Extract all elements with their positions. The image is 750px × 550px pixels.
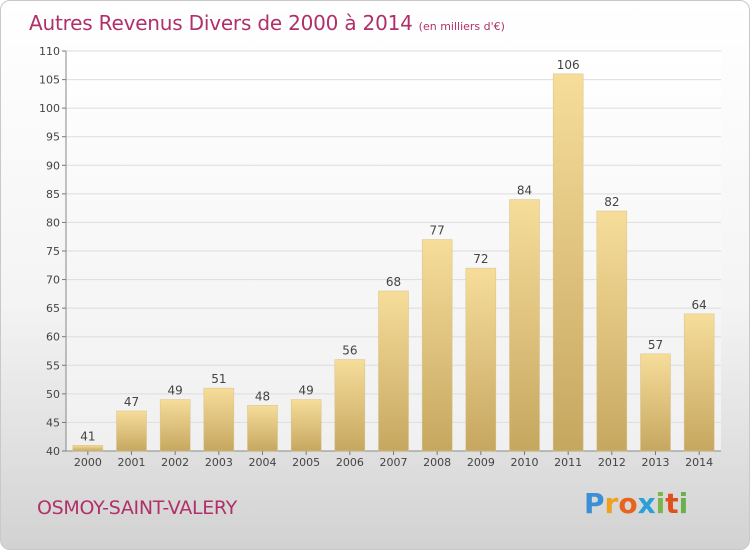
bars [72, 73, 715, 452]
y-tick-labels: 40 45 50 55 60 65 70 75 80 85 90 95 100 105 110 [39, 45, 60, 458]
y-tick-label: 75 [46, 245, 60, 258]
value-labels: 41 47 49 51 48 49 56 68 77 72 84 106 82 57 64 [80, 58, 707, 443]
bar [421, 239, 453, 452]
data-label: 77 [430, 224, 445, 238]
y-tick-label: 45 [46, 416, 60, 429]
x-tick-label: 2012 [598, 456, 626, 469]
bar [290, 399, 322, 452]
bar [72, 445, 104, 452]
chart-title: Autres Revenus Divers de 2000 à 2014 (en … [29, 11, 505, 35]
data-label: 106 [557, 58, 580, 72]
x-tick-labels: 2000 2001 2002 2003 2004 2005 2006 2007 2008 2009… [74, 456, 713, 469]
x-tick-label: 2000 [74, 456, 102, 469]
y-tick-label: 85 [46, 188, 60, 201]
x-tick-label: 2007 [380, 456, 408, 469]
chart-title-text: Autres Revenus Divers de 2000 à 2014 [29, 11, 413, 35]
x-tick-label: 2009 [467, 456, 495, 469]
data-label: 64 [692, 298, 707, 312]
data-label: 49 [299, 384, 314, 398]
y-tick-label: 80 [46, 216, 60, 229]
commune-name: OSMOY-SAINT-VALERY [37, 497, 237, 519]
x-tick-label: 2001 [118, 456, 146, 469]
y-tick-label: 70 [46, 274, 60, 287]
y-tick-label: 110 [39, 45, 60, 58]
data-label: 47 [124, 395, 139, 409]
bar [596, 210, 628, 452]
data-label: 82 [604, 195, 619, 209]
x-tick-label: 2004 [249, 456, 277, 469]
data-label: 48 [255, 389, 270, 403]
x-tick-label: 2006 [336, 456, 364, 469]
logo-letter: r [604, 487, 619, 520]
logo-letter: i [655, 487, 666, 520]
y-tick-label: 90 [46, 159, 60, 172]
chart-subtitle: (en milliers d'€) [418, 20, 505, 33]
bar [683, 313, 715, 452]
data-label: 57 [648, 338, 663, 352]
x-tick-label: 2008 [423, 456, 451, 469]
bar [378, 290, 409, 452]
y-tick-label: 95 [46, 131, 60, 144]
y-tick-label: 100 [39, 102, 60, 115]
proxiti-logo: Proxiti [584, 487, 688, 520]
data-label: 68 [386, 275, 401, 289]
data-label: 51 [211, 372, 226, 386]
x-tick-label: 2013 [642, 456, 670, 469]
data-label: 41 [80, 429, 95, 443]
y-tick-label: 40 [46, 445, 60, 458]
bar [552, 73, 584, 452]
logo-letter: i [678, 487, 689, 520]
bar [334, 359, 366, 452]
logo-letter: o [618, 487, 638, 520]
y-tick-label: 105 [39, 74, 60, 87]
bar [509, 199, 540, 452]
bar [640, 353, 671, 452]
bar [116, 410, 147, 452]
x-tick-label: 2014 [685, 456, 713, 469]
logo-letter: t [665, 487, 679, 520]
bar [465, 267, 497, 452]
bar [203, 387, 235, 452]
y-tick-label: 55 [46, 359, 60, 372]
x-tick-label: 2002 [161, 456, 189, 469]
x-tick-label: 2010 [511, 456, 539, 469]
data-label: 49 [168, 384, 183, 398]
bar [247, 405, 278, 452]
x-tick-label: 2011 [554, 456, 582, 469]
data-label: 56 [342, 344, 357, 358]
logo-letter: P [584, 487, 605, 520]
data-label: 72 [473, 252, 488, 266]
y-tick-label: 60 [46, 331, 60, 344]
x-tick-label: 2003 [205, 456, 233, 469]
x-tick-label: 2005 [292, 456, 320, 469]
data-label: 84 [517, 184, 532, 198]
y-tick-label: 50 [46, 388, 60, 401]
logo-letter: x [637, 487, 656, 520]
y-tick-label: 65 [46, 302, 60, 315]
bar [159, 399, 191, 452]
